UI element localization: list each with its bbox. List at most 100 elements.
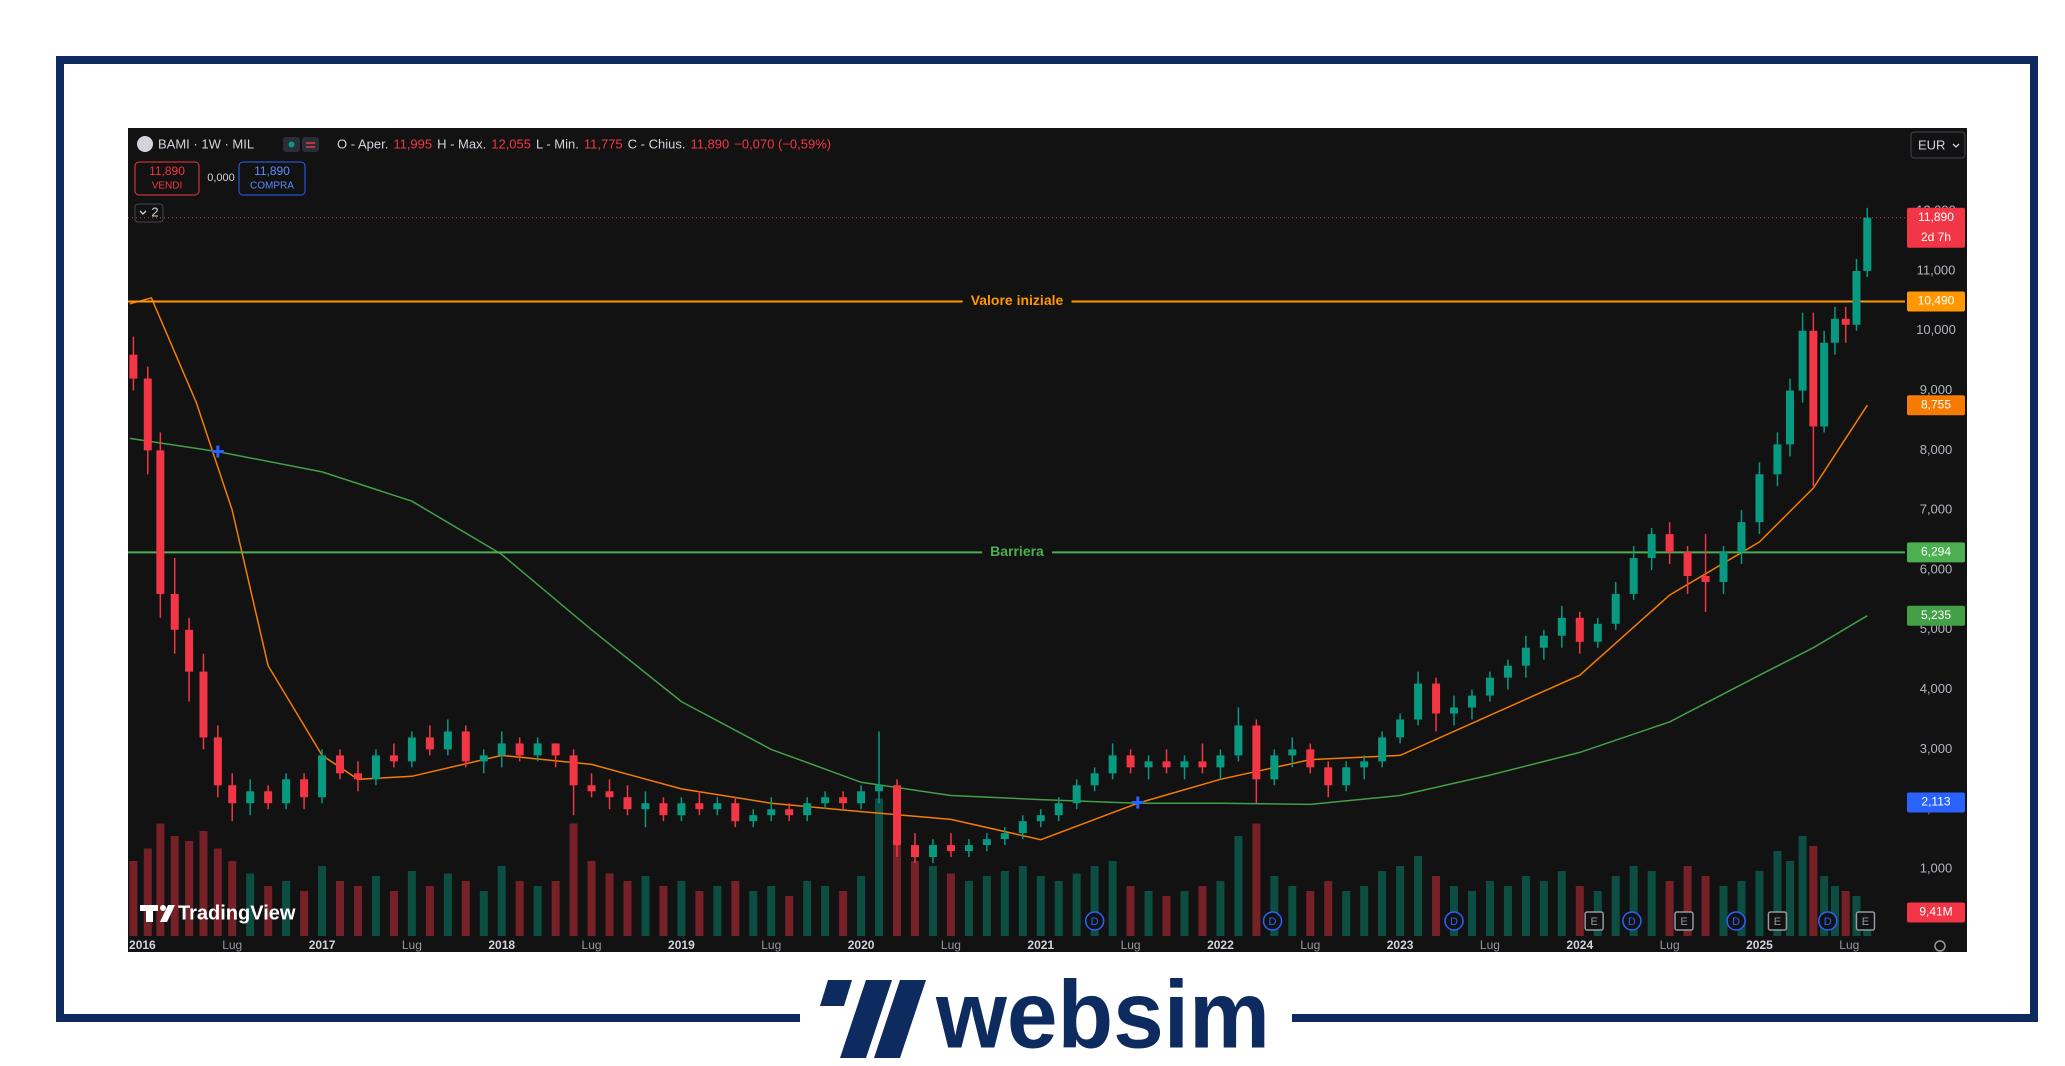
sell-button[interactable]: [134, 161, 200, 196]
y-tick-label: 10,000: [1916, 322, 1956, 337]
volume-bar: [318, 866, 327, 936]
volume-bar: [1306, 891, 1315, 936]
volume-bar: [893, 836, 902, 936]
volume-bar: [170, 836, 179, 936]
volume-bar: [1647, 871, 1656, 936]
candle-body: [551, 743, 560, 756]
event-marker: [1622, 911, 1642, 931]
volume-bar: [1108, 861, 1117, 936]
x-tick-label: 2022: [1207, 938, 1234, 952]
x-tick-label: Lug: [582, 938, 602, 952]
chart-background: [128, 128, 1967, 952]
volume-bar: [1485, 881, 1494, 936]
candle-body: [1611, 593, 1620, 624]
event-label: D: [1269, 916, 1277, 928]
volume-bar: [156, 823, 165, 936]
volume-bar: [1360, 886, 1369, 936]
candle-body: [1378, 737, 1387, 762]
candle-body: [569, 755, 578, 786]
x-tick-label: 2019: [668, 938, 695, 952]
candle-body: [1773, 444, 1782, 475]
volume-bar: [587, 861, 596, 936]
candle-body: [1090, 773, 1099, 786]
sell-label: VENDI: [152, 181, 183, 192]
volume-bar: [1503, 886, 1512, 936]
candle-body: [246, 791, 255, 804]
volume-bar: [623, 881, 632, 936]
symbol[interactable]: BAMI · 1W · MIL: [158, 136, 254, 151]
event-marker: [1726, 911, 1746, 931]
x-tick-label: 2016: [129, 938, 156, 952]
candle-body: [875, 785, 884, 792]
status-dot: [288, 141, 295, 148]
settings-icon[interactable]: [1934, 940, 1946, 952]
indicators-toggle[interactable]: [134, 203, 164, 223]
volume-bar: [1450, 886, 1459, 936]
currency-select[interactable]: [1910, 131, 1966, 159]
volume-bar: [1180, 891, 1189, 936]
toolbar: BAMI · 1W · MIL 11,890 VENDI 0,000 11,89…: [134, 131, 1966, 223]
volume-bar: [228, 861, 237, 936]
candle-body: [1180, 761, 1189, 768]
y-tick-label: 11,000: [1917, 262, 1956, 277]
volume-bar: [785, 896, 794, 936]
candle-body: [1162, 761, 1171, 768]
x-tick-label: Lug: [1121, 938, 1141, 952]
volume-bar: [1629, 866, 1638, 936]
volume-bar: [1786, 861, 1795, 936]
x-tick-label: 2018: [488, 938, 515, 952]
volume-bar: [1396, 866, 1405, 936]
candle-body: [318, 755, 327, 798]
candle-body: [282, 779, 291, 804]
candle-body: [928, 845, 937, 858]
x-tick-label: Lug: [1480, 938, 1500, 952]
candle-body: [515, 743, 524, 756]
candle-body: [1863, 217, 1872, 271]
watermark-icon: [160, 905, 166, 911]
candle-body: [170, 593, 179, 630]
volume-bar: [199, 831, 208, 936]
volume-bar: [1830, 886, 1839, 936]
event-marker: [1674, 911, 1694, 931]
volume-bar: [1841, 891, 1850, 936]
price-badge: [1907, 207, 1965, 248]
status-badge[interactable]: [302, 137, 319, 152]
candle-body: [1072, 785, 1081, 804]
candle-body: [336, 755, 345, 774]
volume-bar: [389, 891, 398, 936]
event-marker: [1767, 911, 1788, 931]
ohlc-name: C - Chius.: [628, 136, 686, 151]
event-label: E: [1774, 916, 1781, 928]
volume-bar: [821, 886, 830, 936]
candle-body: [371, 755, 380, 780]
volume-bar: [282, 881, 291, 936]
x-tick-label: Lug: [1839, 938, 1859, 952]
candle-body: [659, 803, 668, 816]
event-label: D: [1091, 916, 1099, 928]
candle-body: [1719, 552, 1728, 582]
volume-bar: [641, 876, 650, 936]
volume-bar: [246, 873, 255, 936]
candle-body: [641, 803, 650, 810]
event-label: D: [1628, 916, 1636, 928]
event-marker: [1444, 911, 1464, 931]
logo-dot: [820, 980, 852, 1006]
volume-bar: [1467, 891, 1476, 936]
event-marker: [1584, 911, 1604, 931]
candle-body: [803, 803, 812, 816]
candle-body: [1629, 558, 1638, 594]
buy-button[interactable]: [238, 161, 306, 196]
volume-bar: [1000, 871, 1009, 936]
candle-body: [964, 845, 973, 852]
brand-logo: websim: [820, 961, 1270, 1066]
buy-label: COMPRA: [250, 181, 294, 192]
status-icon: [306, 142, 315, 148]
x-tick-label: 2017: [309, 938, 336, 952]
volume-bar: [1144, 891, 1153, 936]
volume-bar: [982, 876, 991, 936]
y-tick-label: 6,000: [1920, 561, 1953, 576]
candle-body: [185, 629, 194, 672]
price-badge-label: 8,755: [1921, 397, 1951, 411]
ohlc-value: 11,775: [584, 136, 623, 151]
ohlc-value: 11,890: [690, 136, 729, 151]
